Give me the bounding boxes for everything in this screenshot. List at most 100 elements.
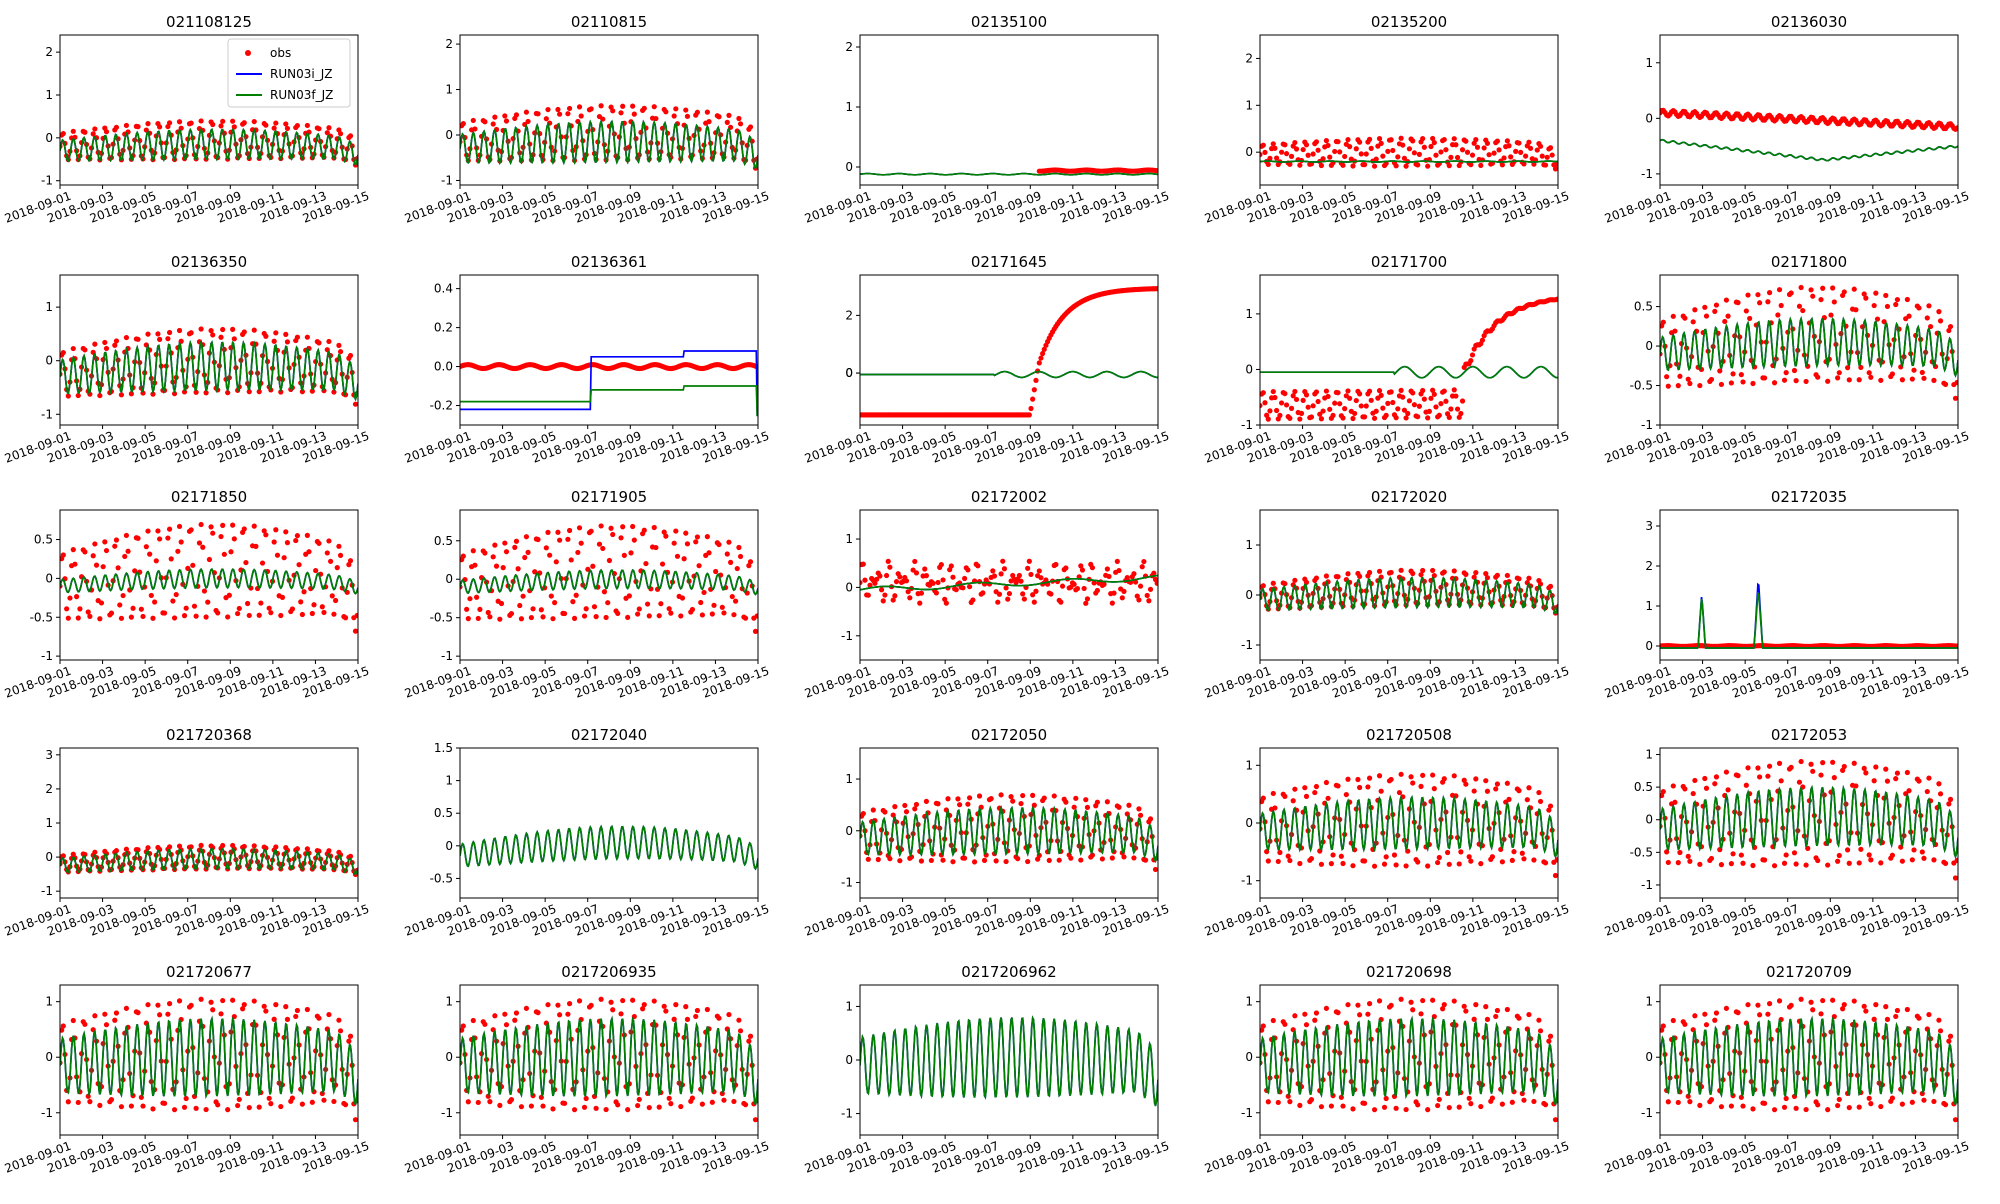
obs-point (1154, 286, 1158, 292)
obs-point (1320, 408, 1326, 414)
y-tick-label: -1 (841, 1107, 853, 1121)
obs-point (568, 557, 574, 563)
subplot-02172050: 02172050-1012018-09-012018-09-032018-09-… (803, 726, 1171, 939)
series-RUN03i_JZ (460, 350, 758, 417)
obs-point (620, 997, 626, 1004)
obs-point (913, 570, 920, 576)
obs-point (273, 527, 279, 533)
y-tick-label: -1 (1641, 878, 1653, 892)
obs-point (198, 842, 204, 848)
obs-point (1410, 570, 1416, 577)
axes-frame (59, 747, 359, 899)
obs-point (1151, 570, 1157, 576)
obs-point (1712, 308, 1718, 315)
obs-point (523, 109, 530, 115)
obs-point (1916, 305, 1922, 311)
obs-point (1781, 377, 1788, 383)
obs-point (1040, 350, 1046, 357)
obs-point (523, 534, 530, 540)
obs-point (550, 616, 556, 622)
obs-point (1725, 313, 1731, 319)
obs-point (618, 535, 624, 541)
obs-point (279, 594, 286, 600)
obs-point (570, 599, 576, 605)
obs-point (553, 559, 559, 565)
obs-point (1456, 1104, 1462, 1110)
y-tick-label: 0 (1645, 339, 1653, 353)
obs-point (1275, 858, 1281, 865)
y-tick-label: 0.5 (34, 533, 53, 547)
obs-point (1400, 394, 1406, 400)
obs-point (1315, 398, 1321, 405)
obs-point (326, 125, 332, 131)
series-RUN03f_JZ (1260, 575, 1558, 616)
plot-area (60, 996, 358, 1123)
y-tick-label: 0 (845, 1053, 853, 1067)
obs-point (1335, 574, 1341, 580)
obs-point (1766, 763, 1773, 769)
obs-point (1106, 573, 1112, 580)
obs-point (354, 612, 358, 619)
obs-point (268, 1101, 274, 1107)
obs-point (1937, 318, 1944, 324)
obs-point (1931, 1098, 1937, 1105)
obs-point (304, 334, 310, 340)
subplot-title: 021720368 (166, 726, 252, 744)
obs-point (470, 117, 476, 124)
obs-point (1781, 1104, 1788, 1110)
obs-point (636, 606, 642, 612)
obs-point (578, 113, 584, 119)
obs-point (1554, 296, 1558, 302)
obs-point (1546, 1038, 1552, 1044)
obs-point (1954, 125, 1958, 131)
obs-point (726, 539, 732, 545)
obs-point (1089, 565, 1096, 571)
obs-point (1340, 860, 1346, 867)
obs-point (1781, 860, 1788, 866)
obs-point (241, 120, 247, 126)
obs-point (465, 1099, 471, 1105)
obs-point (1483, 1004, 1489, 1010)
obs-point (474, 594, 480, 600)
obs-point (87, 1099, 93, 1105)
obs-point (1345, 388, 1351, 394)
obs-point (980, 590, 986, 596)
obs-point (583, 606, 589, 612)
obs-point (1453, 393, 1459, 399)
obs-point (1051, 793, 1057, 799)
obs-point (1308, 855, 1315, 862)
obs-point (713, 568, 719, 575)
obs-point (736, 544, 742, 551)
obs-point (1025, 858, 1031, 865)
obs-point (1267, 155, 1273, 161)
obs-point (1840, 1006, 1846, 1012)
obs-point (912, 558, 918, 565)
obs-point (545, 1002, 551, 1008)
obs-point (872, 580, 878, 586)
obs-point (294, 122, 301, 129)
obs-point (1420, 135, 1426, 142)
obs-point (460, 121, 466, 127)
obs-point (1388, 569, 1394, 576)
obs-point (1745, 292, 1751, 298)
obs-point (746, 563, 752, 569)
obs-point (90, 553, 96, 559)
obs-point (1723, 769, 1730, 775)
obs-point (475, 1099, 481, 1106)
obs-point (1403, 415, 1409, 421)
obs-point (1436, 412, 1442, 418)
obs-point (77, 606, 83, 612)
obs-point (528, 1103, 534, 1109)
obs-point (996, 591, 1003, 597)
obs-point (1552, 1117, 1558, 1123)
obs-point (576, 104, 583, 110)
series-RUN03f_JZ (460, 824, 758, 871)
obs-point (1468, 358, 1474, 364)
series-RUN03f_JZ (860, 574, 1158, 591)
obs-point (85, 609, 91, 615)
obs-point (1393, 1105, 1399, 1111)
obs-point (1523, 153, 1529, 159)
obs-point (1136, 806, 1142, 812)
obs-point (1947, 796, 1954, 802)
obs-point (1504, 780, 1510, 786)
